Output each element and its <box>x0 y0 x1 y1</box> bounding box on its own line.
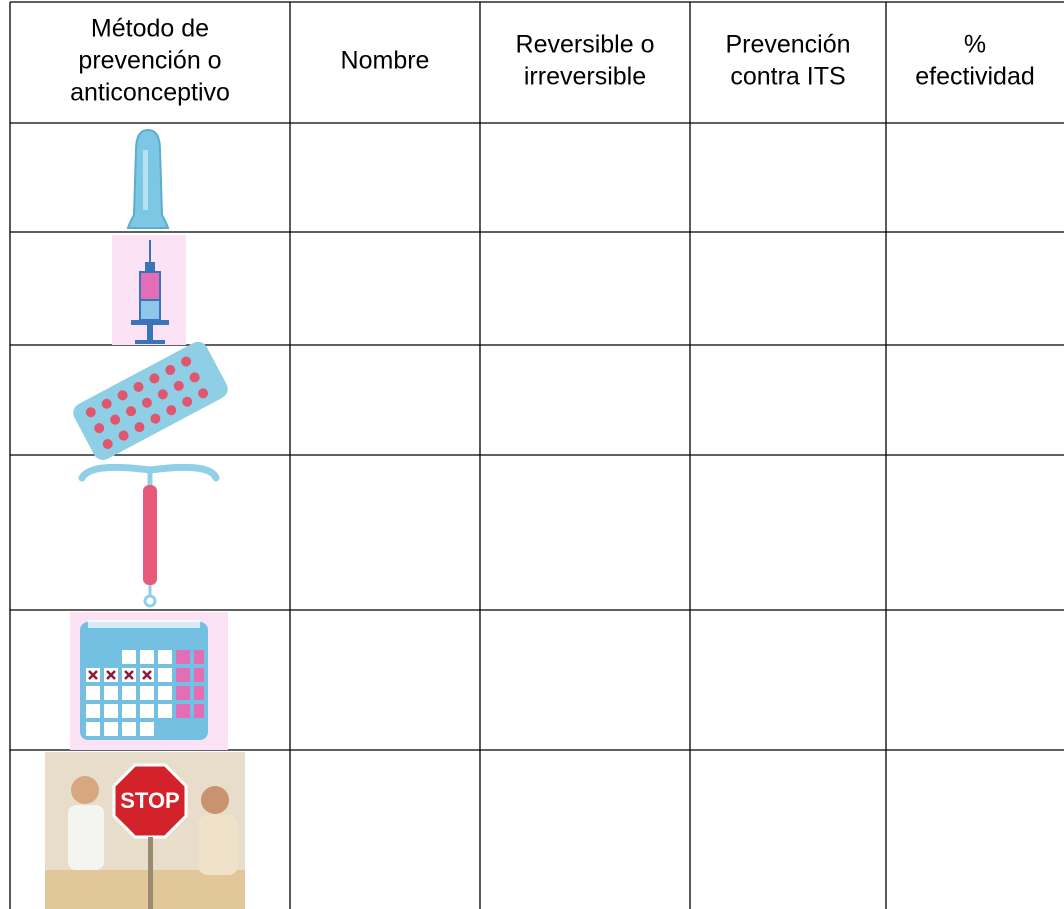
injection-icon <box>112 235 186 345</box>
header-cell-text: % <box>964 31 986 59</box>
stop-photo: STOP <box>45 752 245 909</box>
condom-icon <box>126 128 170 229</box>
header-cell-text: Reversible o <box>516 31 655 59</box>
stop-sign-text: STOP <box>120 788 180 813</box>
header-cell-text: irreversible <box>524 63 646 91</box>
header-cell-text: anticonceptivo <box>70 79 230 107</box>
iud-icon <box>78 463 220 608</box>
calendar-icon <box>70 612 228 750</box>
pill-pack-icon <box>73 341 228 460</box>
table-header: Método de prevención o anticonceptivo Nombr… <box>70 15 1035 107</box>
header-cell-text: Nombre <box>341 47 430 75</box>
header-cell-text: prevención o <box>78 47 221 75</box>
header-cell-text: Prevención <box>725 31 850 59</box>
header-cell-text: contra ITS <box>730 63 845 91</box>
header-cell-text: Método de <box>91 15 209 43</box>
header-cell-text: efectividad <box>915 63 1035 91</box>
